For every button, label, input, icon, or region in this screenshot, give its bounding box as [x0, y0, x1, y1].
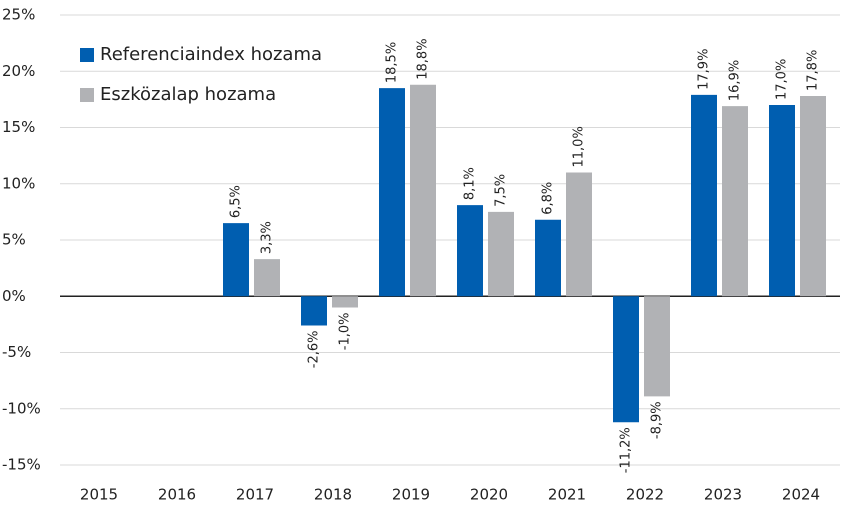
y-tick-label: -10%: [2, 399, 41, 417]
x-tick-label: 2022: [626, 486, 664, 504]
bar: [301, 296, 327, 326]
x-tick-label: 2019: [392, 486, 430, 504]
bar: [488, 211, 514, 297]
bar: [410, 84, 436, 297]
value-label: 17,9%: [697, 49, 712, 90]
bar: [535, 219, 561, 297]
bar: [223, 223, 249, 297]
legend-label: Referenciaindex hozama: [100, 44, 322, 65]
value-label: 6,5%: [229, 185, 244, 218]
value-label: 17,0%: [775, 59, 790, 100]
bar: [332, 296, 358, 308]
value-label: -8,9%: [650, 401, 665, 439]
legend-swatch: [80, 48, 94, 62]
x-tick-label: 2024: [782, 486, 820, 504]
x-tick-label: 2015: [80, 486, 118, 504]
bar: [769, 105, 795, 297]
bar: [722, 106, 748, 297]
bar: [566, 172, 592, 297]
value-label: 18,5%: [385, 42, 400, 83]
value-label: 7,5%: [494, 174, 509, 207]
legend-swatch: [80, 88, 94, 102]
y-tick-label: 15%: [2, 118, 35, 136]
bar: [379, 88, 405, 297]
y-tick-label: -5%: [2, 343, 31, 361]
y-tick-label: 20%: [2, 62, 35, 80]
x-tick-label: 2020: [470, 486, 508, 504]
value-label: -11,2%: [619, 427, 634, 473]
x-tick-label: 2018: [314, 486, 352, 504]
x-tick-label: 2017: [236, 486, 274, 504]
value-label: 3,3%: [260, 221, 275, 254]
x-tick-label: 2021: [548, 486, 586, 504]
x-tick-label: 2016: [158, 486, 196, 504]
y-tick-label: 0%: [2, 287, 26, 305]
value-label: -2,6%: [307, 331, 322, 369]
value-label: 8,1%: [463, 167, 478, 200]
bar: [457, 205, 483, 297]
value-label: 6,8%: [541, 182, 556, 215]
y-tick-label: 5%: [2, 231, 26, 249]
bar: [691, 94, 717, 297]
value-label: 16,9%: [728, 60, 743, 101]
value-label: 11,0%: [572, 126, 587, 167]
bar: [800, 96, 826, 297]
value-label: 17,8%: [806, 50, 821, 91]
bar: [644, 296, 670, 397]
bar: [613, 296, 639, 423]
legend-label: Eszközalap hozama: [100, 84, 276, 105]
x-tick-label: 2023: [704, 486, 742, 504]
y-tick-label: 10%: [2, 174, 35, 192]
y-tick-label: -15%: [2, 456, 41, 474]
value-label: -1,0%: [338, 313, 353, 351]
bar: [254, 259, 280, 297]
value-label: 18,8%: [416, 38, 431, 79]
y-tick-label: 25%: [2, 6, 35, 24]
